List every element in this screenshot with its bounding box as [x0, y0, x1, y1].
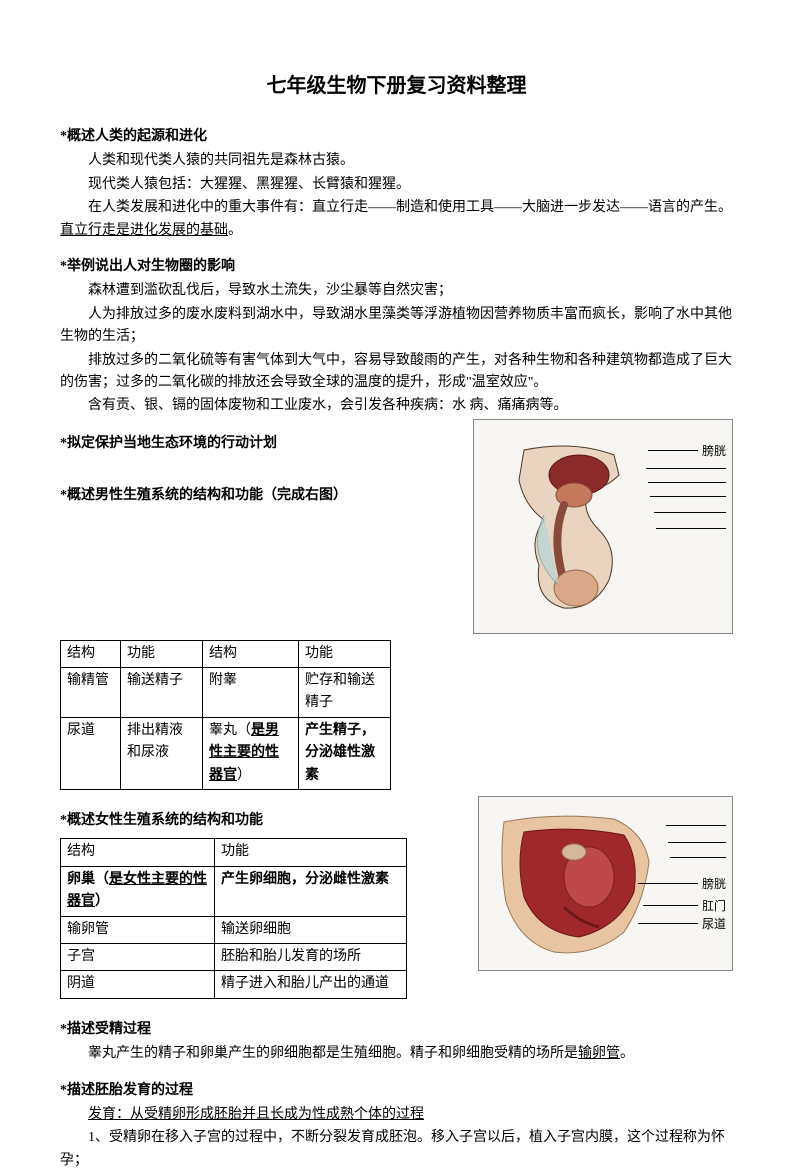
- para-s1-2: 现代类人猿包括：大猩猩、黑猩猩、长臂猿和猩猩。: [60, 174, 733, 196]
- cell-fr2c1: 输卵管: [61, 916, 215, 943]
- cell-fr3c1: 子宫: [61, 943, 215, 970]
- text-s1-3b: 直立行走是进化发展的基础: [60, 223, 228, 238]
- cell-r2c4: 产生精子，分泌雄性激素: [299, 717, 391, 789]
- male-anatomy-svg: [504, 440, 654, 620]
- page-title: 七年级生物下册复习资料整理: [60, 70, 733, 102]
- table-row: 输精管 输送精子 附睾 贮存和输送精子: [61, 668, 391, 718]
- cell-fr4c1: 阴道: [61, 971, 215, 998]
- para-s2-1: 森林遭到滥砍乱伐后，导致水土流失，沙尘暴等自然灾害；: [60, 280, 733, 302]
- cell-r2c2: 排出精液和尿液: [121, 717, 203, 789]
- cell-r1c3: 附睾: [203, 668, 299, 718]
- label-bladder: 膀胱: [702, 442, 726, 461]
- cell-fr3c2: 胚胎和胎儿发育的场所: [215, 943, 407, 970]
- cell-r2c3: 睾丸（是男性主要的性器官）: [203, 717, 299, 789]
- male-system-table: 结构 功能 结构 功能 输精管 输送精子 附睾 贮存和输送精子 尿道 排出精液和…: [60, 640, 391, 790]
- para-s6-1: 睾丸产生的精子和卵巢产生的卵细胞都是生殖细胞。精子和卵细胞受精的场所是输卵管。: [60, 1043, 733, 1065]
- cell-fh1: 结构: [61, 839, 215, 866]
- table-row: 结构 功能: [61, 839, 407, 866]
- table-row: 阴道 精子进入和胎儿产出的通道: [61, 971, 407, 998]
- cell-r2c1: 尿道: [61, 717, 121, 789]
- cell-h1: 结构: [61, 640, 121, 667]
- cell-fr4c2: 精子进入和胎儿产出的通道: [215, 971, 407, 998]
- para-s7-1: 发育：从受精卵形成胚胎并且长成为性成熟个体的过程: [60, 1104, 733, 1126]
- label-anus: 肛门: [702, 897, 726, 916]
- table-row: 输卵管 输送卵细胞: [61, 916, 407, 943]
- heading-biosphere: *举例说出人对生物圈的影响: [60, 256, 733, 278]
- text-s6-1a: 睾丸产生的精子和卵巢产生的卵细胞都是生殖细胞。精子和卵细胞受精的场所是: [88, 1046, 578, 1061]
- text-s1-3c: 。: [228, 223, 242, 238]
- label-urethra: 尿道: [702, 915, 726, 934]
- table-row: 卵巢（是女性主要的性器官） 产生卵细胞，分泌雌性激素: [61, 866, 407, 916]
- cell-fr2c2: 输送卵细胞: [215, 916, 407, 943]
- cell-h2: 功能: [121, 640, 203, 667]
- cell-r1c1: 输精管: [61, 668, 121, 718]
- heading-origin: *概述人类的起源和进化: [60, 126, 733, 148]
- text-s1-3a: 在人类发展和进化中的重大事件有：直立行走——制造和使用工具——大脑进一步发达——…: [88, 200, 732, 215]
- cell-r1c4: 贮存和输送精子: [299, 668, 391, 718]
- male-anatomy-diagram: 膀胱: [473, 419, 733, 634]
- heading-embryo: *描述胚胎发育的过程: [60, 1080, 733, 1102]
- table-row: 尿道 排出精液和尿液 睾丸（是男性主要的性器官） 产生精子，分泌雄性激素: [61, 717, 391, 789]
- cell-fh2: 功能: [215, 839, 407, 866]
- para-s1-1: 人类和现代类人猿的共同祖先是森林古猿。: [60, 150, 733, 172]
- text-s6-1b: 输卵管: [578, 1046, 620, 1061]
- female-system-table: 结构 功能 卵巢（是女性主要的性器官） 产生卵细胞，分泌雌性激素 输卵管 输送卵…: [60, 838, 407, 998]
- para-s2-2: 人为排放过多的废水废料到湖水中，导致湖水里藻类等浮游植物因营养物质丰富而疯长，影…: [60, 304, 733, 349]
- cell-h3: 结构: [203, 640, 299, 667]
- table-row: 子宫 胚胎和胎儿发育的场所: [61, 943, 407, 970]
- para-s7-2: 1、受精卵在移入子宫的过程中，不断分裂发育成胚泡。移入子宫以后，植入子宫内膜，这…: [60, 1127, 733, 1172]
- para-s2-4: 含有贡、银、镉的固体废物和工业废水，会引发各种疾病：水 病、痛痛病等。: [60, 395, 733, 417]
- table-row: 结构 功能 结构 功能: [61, 640, 391, 667]
- heading-fertilization: *描述受精过程: [60, 1019, 733, 1041]
- female-anatomy-diagram: 膀胱 肛门 尿道: [478, 796, 733, 971]
- text-s6-1c: 。: [620, 1046, 634, 1061]
- female-anatomy-svg: [494, 807, 664, 962]
- cell-r1c2: 输送精子: [121, 668, 203, 718]
- cell-fr1c1: 卵巢（是女性主要的性器官）: [61, 866, 215, 916]
- cell-h4: 功能: [299, 640, 391, 667]
- cell-fr1c2: 产生卵细胞，分泌雌性激素: [215, 866, 407, 916]
- para-s1-3: 在人类发展和进化中的重大事件有：直立行走——制造和使用工具——大脑进一步发达——…: [60, 197, 733, 242]
- label-bladder-f: 膀胱: [702, 875, 726, 894]
- para-s2-3: 排放过多的二氧化硫等有害气体到大气中，容易导致酸雨的产生，对各种生物和各种建筑物…: [60, 350, 733, 395]
